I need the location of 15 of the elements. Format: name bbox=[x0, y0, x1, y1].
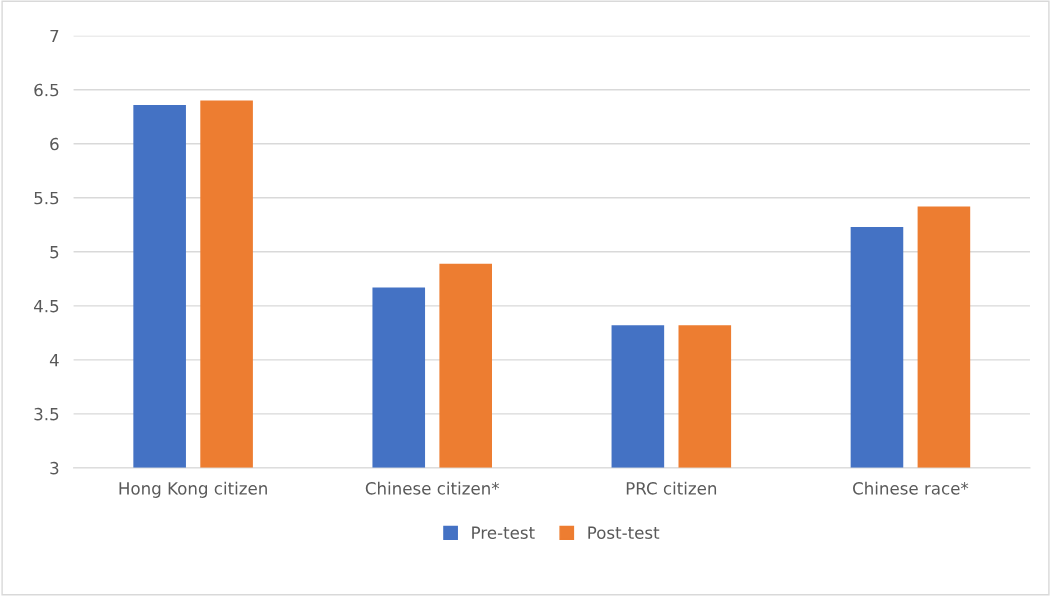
x-tick-label: Hong Kong citizen bbox=[119, 481, 267, 498]
y-tick-label: 5 bbox=[50, 245, 59, 259]
y-tick-label: 6.5 bbox=[34, 83, 59, 97]
y-tick-label: 4.5 bbox=[33, 300, 59, 313]
y-tick-label: 7 bbox=[50, 29, 59, 43]
y-tick-label: 3 bbox=[50, 461, 59, 475]
x-tick-label: Chinese citizen* bbox=[365, 481, 500, 495]
x-tick-label: PRC citizen bbox=[626, 481, 717, 495]
y-tick-label: 4 bbox=[49, 354, 59, 367]
y-tick-label: 6 bbox=[50, 137, 59, 151]
y-tick-label: 3.5 bbox=[34, 407, 59, 421]
x-tick-label: Chinese race* bbox=[853, 481, 969, 495]
legend-label: Post-test bbox=[588, 526, 660, 539]
y-tick-label: 5.5 bbox=[34, 191, 59, 205]
legend-label: Pre-test bbox=[472, 526, 535, 539]
